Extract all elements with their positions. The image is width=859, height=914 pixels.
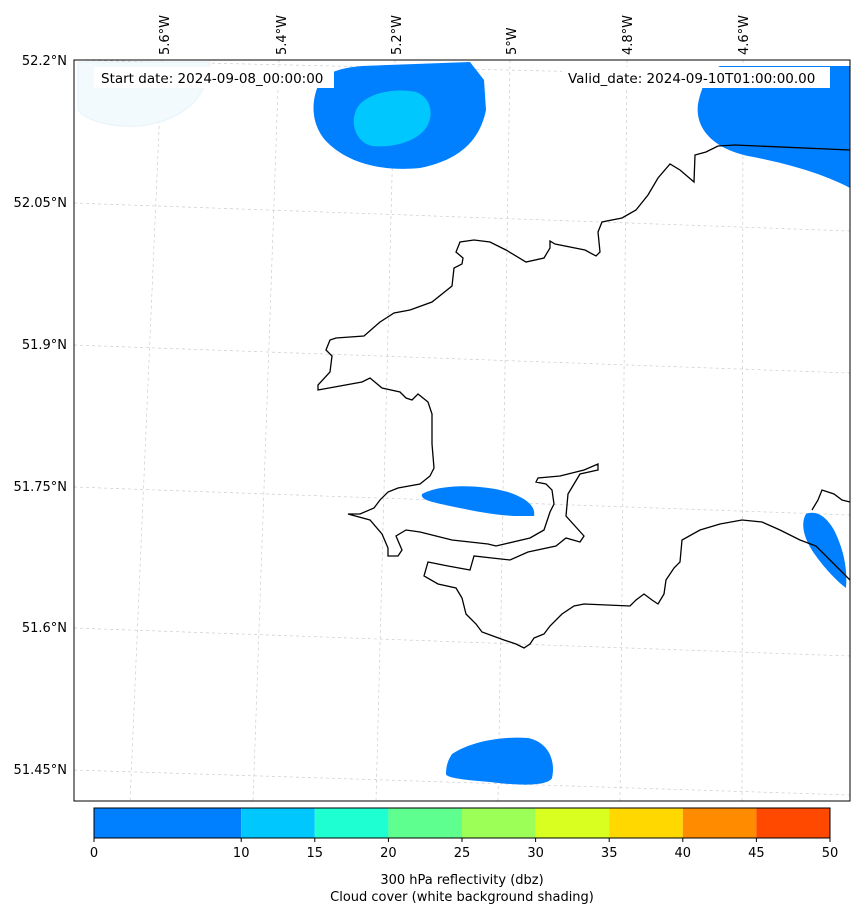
start-date-box: Start date: 2024-09-08_00:00:00 — [94, 67, 334, 88]
colorbar-segment — [314, 808, 389, 838]
colorbar-segment — [241, 808, 315, 838]
colorbar-tick-label: 35 — [601, 846, 618, 861]
colorbar-tick-label: 10 — [233, 846, 250, 861]
lon-label: 5.6°W — [158, 15, 173, 55]
colorbar-segment — [682, 808, 757, 838]
meridian-5.2W — [375, 60, 396, 801]
reflectivity-patch-east — [803, 512, 847, 588]
colorbar-label-line1: 300 hPa reflectivity (dbz) — [380, 873, 543, 888]
colorbar-segment — [756, 808, 830, 838]
colorbar-segment — [94, 808, 242, 838]
lat-label: 51.9°N — [22, 338, 67, 353]
lat-label: 51.45°N — [14, 763, 67, 778]
gridlines — [74, 60, 850, 801]
parallel-51.9N — [74, 344, 850, 374]
colorbar-tick-label: 50 — [822, 846, 839, 861]
lon-label: 5.4°W — [275, 15, 290, 55]
colorbar-tick-label: 20 — [380, 846, 397, 861]
lon-label: 5.2°W — [390, 15, 405, 55]
map-frame — [73, 59, 851, 802]
lon-label: 5°W — [505, 27, 520, 55]
map-area — [74, 60, 850, 801]
colorbar-tick-label: 15 — [307, 846, 324, 861]
valid-date-label: Valid_date: 2024-09-10T01:00:00.00 — [568, 71, 815, 87]
parallel-52.05N — [74, 202, 850, 232]
colorbar-label-line2: Cloud cover (white background shading) — [330, 890, 594, 905]
lon-label: 4.8°W — [621, 15, 636, 55]
reflectivity-patch-north-core — [353, 90, 431, 147]
coastline — [317, 144, 850, 649]
colorbar-tick-label: 40 — [675, 846, 692, 861]
coastline-east-fragment — [811, 489, 850, 511]
colorbar: 0 10 15 20 25 30 35 40 45 50 — [90, 807, 839, 861]
lon-label: 4.6°W — [737, 15, 752, 55]
reflectivity-patch-northeast — [697, 66, 850, 188]
lat-label: 52.05°N — [14, 196, 67, 211]
reflectivity-patch-center — [421, 486, 535, 516]
meridian-5.6W — [129, 60, 163, 801]
meridian-4.6W — [741, 60, 744, 801]
reflectivity-layer — [313, 62, 850, 785]
start-date-label: Start date: 2024-09-08_00:00:00 — [101, 71, 323, 87]
lat-label: 51.75°N — [14, 480, 67, 495]
lat-label: 51.6°N — [22, 621, 67, 636]
colorbar-tick-label: 0 — [90, 846, 98, 861]
lat-label: 52.2°N — [22, 54, 67, 69]
colorbar-segment — [388, 808, 462, 838]
meridian-5.4W — [252, 60, 280, 801]
colorbar-tick-label: 25 — [454, 846, 471, 861]
lat-labels: 52.2°N 52.05°N 51.9°N 51.75°N 51.6°N 51.… — [14, 54, 67, 778]
colorbar-segment — [609, 808, 683, 838]
colorbar-segment — [462, 808, 536, 838]
colorbar-tick-label: 45 — [748, 846, 765, 861]
colorbar-segment — [535, 808, 610, 838]
parallel-51.6N — [74, 627, 850, 657]
reflectivity-patch-south — [446, 737, 553, 785]
colorbar-tick-label: 30 — [527, 846, 544, 861]
lon-labels: 5.6°W 5.4°W 5.2°W 5°W 4.8°W 4.6°W — [158, 15, 752, 55]
meridian-4.8W — [619, 60, 628, 801]
valid-date-box: Valid_date: 2024-09-10T01:00:00.00 — [562, 67, 830, 88]
meridian-5W — [497, 60, 511, 801]
